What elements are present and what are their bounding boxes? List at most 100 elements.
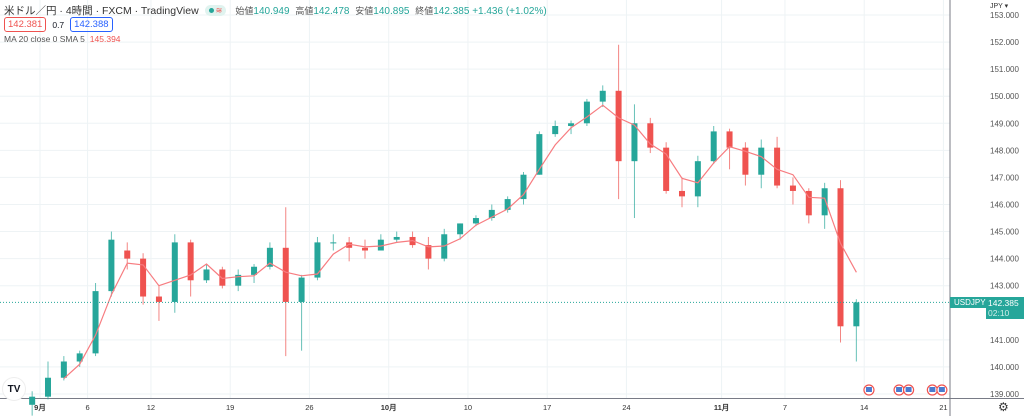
y-tick-label: 152.000 (990, 38, 1019, 47)
high-value: 142.478 (313, 6, 350, 17)
candle-body (76, 353, 83, 362)
candle-body (425, 245, 432, 259)
candle-body (742, 147, 749, 175)
candle-body (362, 247, 368, 251)
candle-body (171, 242, 178, 302)
candle-body (805, 190, 812, 216)
data-delay-icon: ≋ (215, 6, 223, 15)
x-tick-label: 26 (305, 403, 313, 412)
open-label: 始値 (235, 6, 254, 16)
close-value: 142.385 (433, 6, 470, 17)
low-label: 安値 (355, 6, 374, 16)
x-tick-label: 10月 (381, 403, 397, 412)
candle-body (314, 242, 321, 278)
candle-body (45, 377, 51, 397)
flag-icon (896, 387, 903, 392)
candle-body (29, 396, 36, 405)
candle-body (60, 361, 67, 378)
y-tick-label: 148.000 (990, 146, 1019, 155)
y-tick-label: 145.000 (990, 228, 1019, 237)
candle-body (92, 291, 99, 354)
spread-value: 0.7 (52, 19, 65, 30)
flag-icon (865, 387, 872, 392)
market-open-icon (208, 8, 214, 13)
close-label: 終値 (415, 6, 434, 16)
y-tick-label: 144.000 (990, 255, 1019, 264)
low-value: 140.895 (373, 6, 410, 17)
indicator-value: 145.394 (89, 34, 121, 44)
candle-body (472, 218, 479, 224)
flag-icon (929, 387, 936, 392)
candle-body (536, 134, 543, 175)
chart-legend: 米ドル／円 · 4時間 · FXCM · TradingView ≋ 始値140… (4, 3, 547, 18)
indicator-legend[interactable]: MA 20 close 0 SMA 5 145.394 (4, 34, 121, 44)
last-price-label: 142.385 02:10 (986, 297, 1024, 319)
candle-body (457, 223, 464, 235)
candle-body (710, 131, 717, 162)
candle-body (235, 274, 242, 286)
candle-body (758, 147, 765, 175)
candle-body (282, 247, 289, 302)
x-tick-label: 10 (464, 403, 472, 412)
candle-body (266, 247, 273, 267)
candle-body (552, 125, 559, 135)
buy-button[interactable]: 142.388 (70, 17, 113, 32)
candle-body (377, 239, 384, 251)
candle-body (346, 242, 353, 248)
candle-body (108, 239, 115, 292)
candle-body (726, 131, 733, 148)
y-tick-label: 141.000 (990, 336, 1019, 345)
symbol-price-label: USDJPY (950, 297, 990, 308)
candle-body (853, 302, 860, 327)
candle-body (599, 90, 606, 102)
x-tick-label: 7 (783, 403, 787, 412)
y-tick-label: 146.000 (990, 200, 1019, 209)
y-tick-label: 153.000 (990, 11, 1019, 20)
candle-body (203, 269, 210, 281)
candle-body (568, 123, 575, 126)
candle-body (155, 296, 162, 302)
candle-body (694, 161, 701, 197)
y-tick-label: 150.000 (990, 92, 1019, 101)
indicator-name: MA 20 close 0 SMA 5 (4, 34, 85, 44)
bar-countdown: 02:10 (988, 308, 1010, 318)
candle-body (488, 209, 495, 219)
candle-body (789, 185, 796, 191)
x-tick-label: 24 (622, 403, 630, 412)
x-tick-label: 11月 (714, 403, 729, 412)
settings-gear-icon[interactable]: ⚙ (998, 400, 1009, 414)
candle-body (520, 174, 527, 200)
ma-line (63, 104, 857, 380)
x-tick-label: 12 (147, 403, 155, 412)
candle-body (663, 147, 670, 191)
candle-body (647, 123, 654, 148)
y-tick-label: 151.000 (990, 65, 1019, 74)
candle-body (219, 269, 226, 286)
high-label: 高値 (295, 6, 314, 16)
market-status-pill[interactable]: ≋ (204, 5, 227, 16)
candle-body (504, 199, 511, 210)
tradingview-logo[interactable]: TV (2, 377, 26, 401)
x-tick-label: 6 (85, 403, 89, 412)
y-tick-label: 147.000 (990, 173, 1019, 182)
flag-icon (905, 387, 912, 392)
last-price: 142.385 (988, 298, 1019, 308)
symbol-title[interactable]: 米ドル／円 · 4時間 · FXCM · TradingView (4, 5, 199, 17)
ohlc-values: 始値140.949 高値142.478 安値140.895 終値142.385 … (232, 4, 546, 17)
candle-body (140, 258, 147, 297)
candle-body (393, 236, 400, 240)
candle-body (631, 123, 638, 162)
y-tick-label: 149.000 (990, 119, 1019, 128)
candle-body (615, 90, 622, 162)
candle-body (821, 188, 828, 216)
currency-selector[interactable]: JPY ▾ (990, 3, 1009, 10)
candle-body (298, 277, 305, 302)
x-tick-label: 14 (860, 403, 868, 412)
candle-body (251, 266, 258, 275)
candle-body (679, 190, 685, 197)
open-value: 140.949 (253, 6, 290, 17)
sell-button[interactable]: 142.381 (4, 17, 47, 32)
x-tick-label: 17 (543, 403, 551, 412)
candle-body (837, 188, 844, 327)
